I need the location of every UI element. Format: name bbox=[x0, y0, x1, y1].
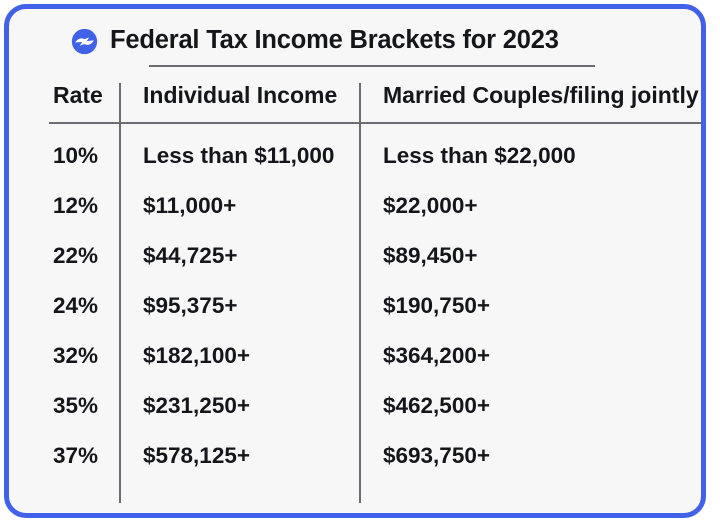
column-divider-2 bbox=[359, 83, 361, 503]
cell-individual-income: $44,725+ bbox=[143, 243, 238, 269]
cell-rate: 32% bbox=[53, 343, 99, 369]
cell-rate: 22% bbox=[53, 243, 99, 269]
cell-rate: 37% bbox=[53, 443, 99, 469]
cell-individual-income: $231,250+ bbox=[143, 393, 250, 419]
page-title: Federal Tax Income Brackets for 2023 bbox=[110, 26, 559, 55]
table-row: 37% $578,125+ $693,750+ bbox=[49, 431, 701, 481]
column-header-married-couples: Married Couples/filing jointly bbox=[383, 82, 699, 108]
cell-married-couples: Less than $22,000 bbox=[383, 143, 576, 169]
table-row: 35% $231,250+ $462,500+ bbox=[49, 381, 701, 431]
column-header-rate: Rate bbox=[53, 82, 103, 108]
cell-married-couples: $22,000+ bbox=[383, 193, 478, 219]
title-underline bbox=[149, 65, 595, 67]
cell-married-couples: $364,200+ bbox=[383, 343, 490, 369]
table-row: 12% $11,000+ $22,000+ bbox=[49, 181, 701, 231]
table-body: 10% Less than $11,000 Less than $22,000 … bbox=[49, 131, 701, 481]
header-divider bbox=[49, 122, 701, 124]
cell-individual-income: $182,100+ bbox=[143, 343, 250, 369]
tax-bracket-table: Rate Individual Income Married Couples/f… bbox=[49, 82, 701, 503]
table-header-row: Rate Individual Income Married Couples/f… bbox=[49, 82, 701, 122]
cell-rate: 12% bbox=[53, 193, 99, 219]
cell-individual-income: Less than $11,000 bbox=[143, 143, 335, 169]
cell-rate: 24% bbox=[53, 293, 99, 319]
cell-individual-income: $578,125+ bbox=[143, 443, 250, 469]
cell-individual-income: $11,000+ bbox=[143, 193, 237, 219]
cell-married-couples: $693,750+ bbox=[383, 443, 490, 469]
table-row: 10% Less than $11,000 Less than $22,000 bbox=[49, 131, 701, 181]
column-header-individual-income: Individual Income bbox=[143, 82, 338, 108]
column-divider-1 bbox=[119, 83, 121, 503]
cell-individual-income: $95,375+ bbox=[143, 293, 238, 319]
table-row: 22% $44,725+ $89,450+ bbox=[49, 231, 701, 281]
card-header: Federal Tax Income Brackets for 2023 bbox=[71, 23, 559, 59]
table-row: 32% $182,100+ $364,200+ bbox=[49, 331, 701, 381]
tax-bracket-card: Federal Tax Income Brackets for 2023 Rat… bbox=[4, 4, 706, 518]
cell-rate: 10% bbox=[53, 143, 99, 169]
blue-circle-lightning-icon bbox=[71, 28, 98, 55]
cell-married-couples: $462,500+ bbox=[383, 393, 490, 419]
table-row: 24% $95,375+ $190,750+ bbox=[49, 281, 701, 331]
cell-rate: 35% bbox=[53, 393, 99, 419]
cell-married-couples: $89,450+ bbox=[383, 243, 478, 269]
cell-married-couples: $190,750+ bbox=[383, 293, 490, 319]
